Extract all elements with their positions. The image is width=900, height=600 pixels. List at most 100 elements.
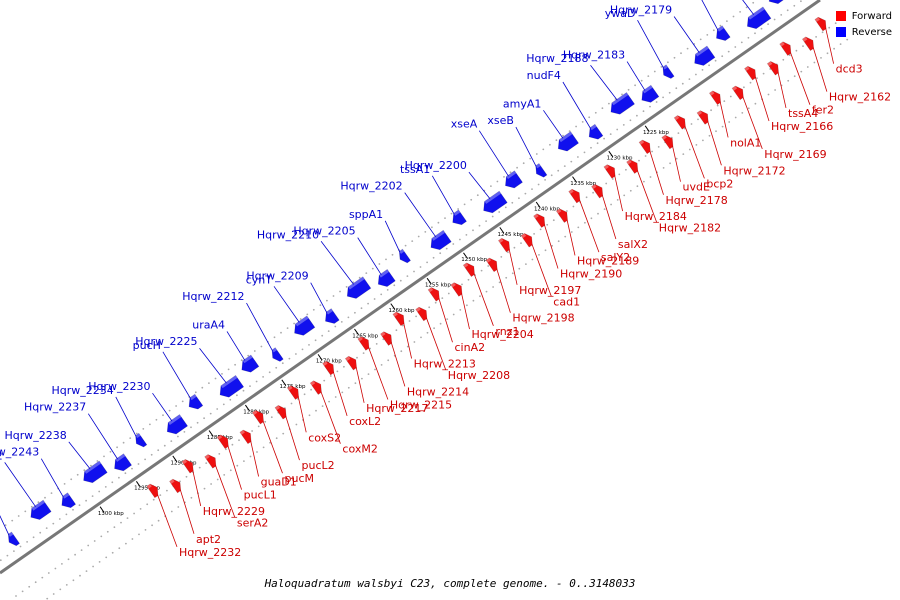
track-dot bbox=[72, 508, 74, 511]
gene-arrow-hqrw-2232 bbox=[146, 483, 159, 499]
track-dot bbox=[552, 219, 555, 222]
track-dot bbox=[503, 176, 505, 178]
track-dot bbox=[491, 215, 494, 218]
track-dot bbox=[21, 590, 24, 593]
track-dot bbox=[447, 292, 450, 295]
leader-line bbox=[199, 347, 227, 384]
track-dot bbox=[542, 148, 545, 151]
track-dot bbox=[555, 139, 558, 142]
gene-label-nudf4: nudF4 bbox=[527, 69, 561, 82]
track-dot bbox=[209, 412, 212, 415]
track-dot bbox=[426, 331, 429, 334]
leader-line bbox=[590, 64, 618, 101]
track-dot bbox=[96, 460, 99, 462]
gene-arrow-uvde bbox=[661, 134, 674, 150]
track-dot bbox=[323, 379, 326, 382]
track-dot bbox=[498, 211, 501, 213]
scale-tick-mark bbox=[99, 506, 105, 513]
track-dot bbox=[334, 396, 337, 398]
track-dot bbox=[247, 354, 250, 357]
track-dot bbox=[78, 504, 81, 507]
track-dot bbox=[533, 233, 535, 235]
track-dot bbox=[592, 191, 594, 194]
leader-line bbox=[468, 171, 491, 200]
gene-arrow-uraa4 bbox=[241, 354, 260, 373]
leader-line bbox=[579, 199, 600, 253]
track-dot bbox=[6, 554, 9, 557]
track-dot bbox=[432, 256, 435, 259]
gene-arrow-hqrw-2170 bbox=[768, 0, 787, 5]
gene-arrow-fer2 bbox=[779, 41, 792, 56]
gene-label-hqrw-2208: Hqrw_2208 bbox=[448, 369, 510, 382]
gene-label-hqrw-2184: Hqrw_2184 bbox=[625, 210, 687, 223]
scale-tick-label-1250-kbp: 1250 kbp bbox=[461, 257, 487, 263]
track-dot bbox=[111, 481, 114, 484]
track-dot bbox=[63, 483, 66, 485]
track-dot bbox=[714, 59, 717, 62]
track-dot bbox=[190, 426, 192, 429]
gene-arrow-hqrw-2197 bbox=[497, 237, 511, 253]
track-dot bbox=[660, 66, 663, 68]
gene-arrow-hqrw-2183 bbox=[641, 84, 660, 103]
track-dot bbox=[603, 137, 605, 140]
track-dot bbox=[708, 134, 711, 137]
gene-label-amya1: amyA1 bbox=[503, 97, 542, 110]
track-dot bbox=[452, 313, 455, 316]
track-dot bbox=[535, 153, 538, 155]
track-dot bbox=[504, 206, 507, 209]
track-dot bbox=[710, 109, 712, 112]
track-dot bbox=[90, 464, 92, 467]
track-dot bbox=[144, 529, 147, 531]
track-dot bbox=[673, 56, 676, 59]
gene-arrow-hqrw-2213 bbox=[392, 311, 405, 327]
track-dot bbox=[404, 244, 407, 247]
track-dot bbox=[743, 86, 745, 89]
track-dot bbox=[780, 14, 783, 16]
leader-line bbox=[320, 241, 354, 285]
gene-label-xseb: xseB bbox=[487, 114, 514, 127]
track-dot bbox=[122, 441, 125, 444]
track-dot bbox=[590, 146, 592, 149]
gene-label-hqrw-2190: Hqrw_2190 bbox=[560, 268, 622, 281]
gene-arrow-hqrw-2243 bbox=[61, 492, 77, 509]
gene-label-apt2: apt2 bbox=[196, 533, 221, 546]
scale-tick-mark bbox=[608, 150, 614, 158]
leader-line bbox=[226, 331, 246, 361]
track-dot bbox=[813, 61, 816, 64]
track-dot bbox=[203, 487, 206, 490]
gene-arrow-ywad bbox=[662, 64, 675, 79]
gene-arrow-cad1 bbox=[520, 233, 533, 248]
track-dot bbox=[229, 469, 232, 472]
track-dot bbox=[26, 541, 28, 543]
track-dot bbox=[642, 110, 645, 113]
genome-backbone bbox=[0, 0, 821, 575]
scale-tick-mark bbox=[463, 252, 468, 259]
legend-reverse: Reverse bbox=[835, 24, 892, 40]
track-dot bbox=[439, 252, 442, 255]
track-dot bbox=[264, 420, 267, 423]
gene-arrow-xsea bbox=[505, 170, 523, 189]
leader-line bbox=[262, 420, 283, 474]
track-dot bbox=[577, 156, 579, 158]
track-dot bbox=[603, 208, 606, 211]
track-dot bbox=[238, 439, 240, 442]
track-dot bbox=[347, 386, 350, 389]
gene-label-coxm2: coxM2 bbox=[342, 443, 377, 456]
track-dot bbox=[441, 297, 444, 299]
gene-label-coxl2: coxL2 bbox=[349, 415, 381, 428]
gene-label-pucl1: pucL1 bbox=[244, 489, 277, 502]
track-dot bbox=[367, 373, 370, 375]
track-dot bbox=[516, 166, 518, 169]
track-dot bbox=[531, 258, 534, 261]
track-dot bbox=[625, 168, 627, 171]
track-dot bbox=[295, 353, 297, 355]
track-dot bbox=[782, 58, 785, 61]
track-dot bbox=[100, 535, 103, 538]
track-dot bbox=[688, 78, 691, 80]
track-dot bbox=[329, 375, 332, 377]
leader-line bbox=[310, 282, 328, 313]
track-dot bbox=[729, 95, 732, 98]
scale-tick-label-1300-kbp: 1300 kbp bbox=[98, 511, 124, 517]
track-dot bbox=[640, 79, 643, 82]
leader-line bbox=[179, 489, 195, 534]
